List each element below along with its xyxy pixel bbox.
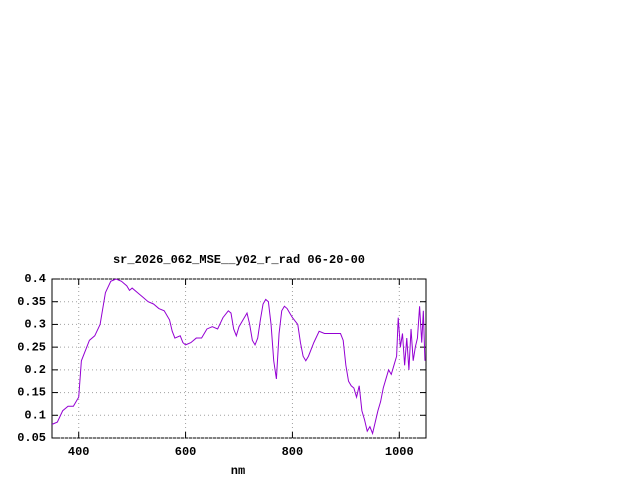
y-tick-label: 0.25: [17, 340, 46, 354]
x-tick-label: 800: [282, 445, 304, 459]
y-tick-label: 0.05: [17, 431, 46, 445]
y-tick-label: 0.35: [17, 295, 46, 309]
y-tick-label: 0.1: [24, 408, 46, 422]
y-tick-label: 0.3: [24, 318, 46, 332]
data-line: [51, 278, 426, 436]
x-tick-label: 1000: [385, 445, 414, 459]
x-tick-label: 600: [175, 445, 197, 459]
y-tick-label: 0.15: [17, 386, 46, 400]
y-tick-label: 0.2: [24, 363, 46, 377]
plot-frame: [51, 278, 427, 439]
y-tick-label: 0.4: [24, 272, 46, 286]
x-tick-label: 400: [68, 445, 90, 459]
x-axis-label: nm: [231, 464, 245, 478]
chart-title: sr_2026_062_MSE__y02_r_rad 06-20-00: [113, 253, 365, 267]
